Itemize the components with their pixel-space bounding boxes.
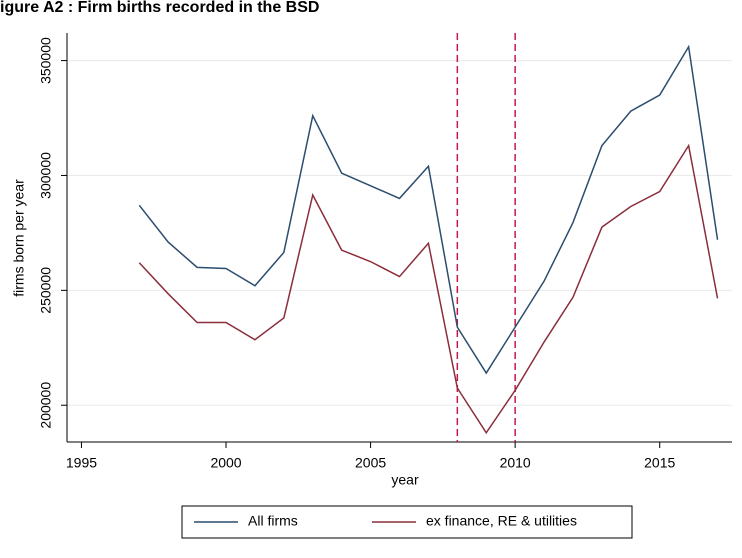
x-axis-label: year — [391, 472, 419, 488]
y-axis-label: firms born per year — [11, 179, 27, 297]
legend-label: ex finance, RE & utilities — [426, 513, 577, 529]
x-tick-label: 2005 — [355, 455, 386, 471]
series-line — [138, 143, 719, 435]
series-line — [138, 44, 719, 375]
y-tick-label: 350000 — [38, 37, 54, 84]
x-tick-label: 2000 — [210, 455, 241, 471]
chart-title: igure A2 : Firm births recorded in the B… — [0, 0, 319, 16]
x-tick-label: 2010 — [500, 455, 531, 471]
legend-label: All firms — [248, 513, 298, 529]
y-tick-label: 200000 — [38, 382, 54, 429]
x-tick-label: 1995 — [66, 455, 97, 471]
x-tick-label: 2015 — [644, 455, 675, 471]
y-tick-label: 300000 — [38, 152, 54, 199]
y-tick-label: 250000 — [38, 267, 54, 314]
